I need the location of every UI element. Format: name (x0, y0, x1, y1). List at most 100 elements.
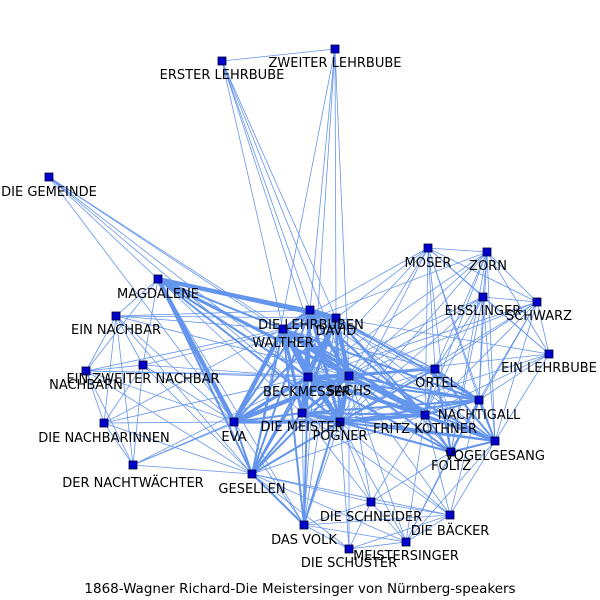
edge-zorn-ortel (434, 251, 488, 370)
node-label-erster_lehrbube: ERSTER LEHRBUBE (160, 68, 285, 83)
edge-die_lehrbuben-walther (281, 308, 312, 331)
edge-magdalene-nachbarn (85, 278, 159, 372)
node-zorn (482, 247, 492, 257)
node-ein_nachbar (111, 311, 121, 321)
node-magdalene (153, 274, 163, 284)
edge-eisslinger-pogner (339, 296, 484, 423)
edge-eisslinger-vogelgesang (482, 296, 496, 442)
node-die_schuster (344, 544, 354, 554)
edge-eva-ein_zweiter_nachbar (142, 364, 235, 423)
node-label-gesellen: GESELLEN (218, 482, 285, 497)
edge-ein_lehrbube-nachtigall (478, 353, 550, 401)
edge-die_meister-fritz_kothner (301, 412, 426, 416)
edge-david-fritz_kothner (335, 317, 426, 416)
edge-eva-nachbarn (85, 370, 235, 423)
node-ein_zweiter_nachbar (138, 360, 148, 370)
edge-fritz_kothner-gesellen (251, 414, 426, 475)
node-david (331, 313, 341, 323)
edge-moser-vogelgesang (427, 247, 496, 442)
edge-fritz_kothner-die_baecker (424, 414, 451, 516)
edge-walther-die_meister (281, 327, 304, 415)
graph-caption: 1868-Wagner Richard-Die Meistersinger vo… (84, 581, 516, 597)
edge-david-nachtigall (335, 317, 480, 401)
edge-schwarz-ein_lehrbube (536, 301, 550, 355)
edge-beckmesser-der_nachtwaechter (132, 376, 309, 466)
edge-moser-zorn (427, 247, 488, 253)
edge-die_gemeinde-magdalene (48, 176, 159, 280)
edge-gesellen-die_baecker (251, 473, 451, 516)
edge-schwarz-vogelgesang (494, 301, 538, 442)
node-label-moser: MOSER (405, 256, 452, 271)
edge-nachtigall-vogelgesang (478, 399, 496, 442)
edge-eva-ein_nachbar (115, 315, 235, 423)
node-foltz (446, 447, 456, 457)
edge-foltz-die_schneider (370, 451, 452, 503)
edge-das_volk-meistersinger (303, 524, 407, 543)
edge-walther-nachtigall (282, 328, 480, 401)
edge-magdalene-die_lehrbuben (157, 278, 311, 311)
node-label-vogelgesang: VOGELGESANG (445, 449, 545, 464)
edge-die_schuster-die_baecker (348, 514, 451, 550)
node-label-ein_zweiter_nachbar: EIN ZWEITER NACHBAR (66, 372, 219, 387)
edge-zorn-schwarz (486, 251, 538, 303)
edge-walther-ein_nachbar (115, 315, 284, 330)
edge-eva-gesellen (233, 421, 253, 475)
edge-beckmesser-eva (232, 375, 310, 424)
edge-sachs-ein_nachbar (115, 315, 350, 377)
node-zweiter_lehrbube (330, 44, 340, 54)
edge-die_schneider-die_schuster (348, 501, 372, 550)
edge-die_meister-nachtigall (301, 399, 480, 414)
node-der_nachtwaechter (128, 460, 138, 470)
edge-ein_nachbar-die_nachbarinnen (103, 315, 117, 424)
edge-beckmesser-nachbarn (85, 370, 309, 378)
edge-magdalene-das_volk (157, 278, 305, 526)
edge-magdalene-gesellen (157, 278, 253, 475)
edge-zorn-sachs (348, 251, 488, 377)
node-label-die_baecker: DIE BÄCKER (411, 523, 490, 539)
edge-fritz_kothner-die_schneider (370, 414, 426, 503)
node-label-sachs: SACHS (327, 384, 371, 399)
edge-nachtigall-die_baecker (449, 399, 480, 516)
edge-eisslinger-schwarz (482, 296, 538, 303)
edge-nachbarn-der_nachtwaechter (85, 370, 134, 466)
node-label-walther: WALTHER (252, 336, 313, 351)
node-label-die_schneider: DIE SCHNEIDER (320, 510, 422, 525)
edge-fritz_kothner-ortel (424, 368, 436, 416)
edge-nachbarn-die_nachbarinnen (85, 370, 105, 424)
edge-walther-vogelgesang (282, 328, 496, 442)
edge-erster_lehrbube-walther (221, 60, 284, 330)
node-label-magdalene: MAGDALENE (117, 287, 199, 302)
edge-die_meister-ortel (301, 368, 436, 414)
edge-die_lehrbuben-eva (233, 309, 311, 423)
node-ortel (430, 364, 440, 374)
node-layer (44, 44, 554, 554)
edge-pogner-das_volk (303, 421, 341, 526)
edge-magdalene-beckmesser (157, 278, 309, 378)
edge-gesellen-die_schuster (251, 473, 350, 550)
edge-eva-die_meister (233, 412, 303, 423)
edge-zweiter_lehrbube-sachs (334, 48, 350, 377)
node-label-die_lehrbuben: DIE LEHRBUBEN (258, 318, 364, 333)
edge-ein_nachbar-nachbarn (85, 315, 117, 372)
edge-zorn-pogner (339, 251, 488, 423)
edge-magdalene-die_meister (157, 278, 303, 414)
edge-eva-das_volk (233, 421, 305, 526)
edge-vogelgesang-foltz (450, 440, 496, 453)
edge-die_meister-vogelgesang (301, 412, 496, 442)
node-label-beckmesser: BECKMESSER (263, 385, 351, 400)
edge-ortel-foltz (434, 368, 452, 453)
edge-moser-sachs (348, 247, 429, 377)
edge-walther-die_nachbarinnen (103, 328, 284, 424)
edge-die_baecker-meistersinger (405, 514, 451, 543)
edge-ein_nachbar-gesellen (115, 315, 253, 475)
node-eisslinger (478, 292, 488, 302)
node-label-pogner: POGNER (312, 429, 367, 444)
node-label-die_schuster: DIE SCHUSTER (301, 556, 397, 571)
node-pogner (335, 417, 345, 427)
edge-die_gemeinde-beckmesser (48, 176, 309, 378)
node-moser (423, 243, 433, 253)
edge-beckmesser-das_volk (303, 376, 309, 526)
node-schwarz (532, 297, 542, 307)
